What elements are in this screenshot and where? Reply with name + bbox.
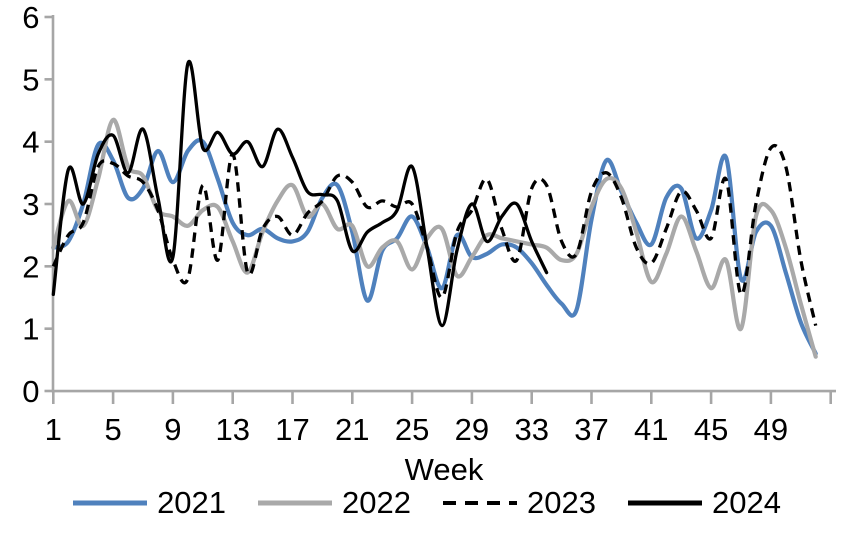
legend-swatch-2022-line	[258, 500, 333, 506]
y-tick-label: 2	[22, 249, 39, 284]
x-tick-label: 37	[574, 412, 608, 447]
legend-label-2022: 2022	[342, 485, 411, 520]
x-tick-label: 33	[514, 412, 548, 447]
x-tick-label: 45	[694, 412, 728, 447]
legend-swatch-2023-dashed-line	[443, 501, 517, 505]
y-tick-label: 6	[22, 0, 39, 35]
y-tick-label: 5	[22, 62, 39, 97]
x-tick-label: 49	[754, 412, 788, 447]
legend-item-2023: 2023	[441, 486, 596, 520]
x-tick-label: 17	[275, 412, 309, 447]
x-tick-label: 13	[215, 412, 249, 447]
series-line-2022	[51, 117, 818, 359]
y-tick-label: 1	[22, 312, 39, 347]
legend-item-2021: 2021	[71, 486, 226, 520]
series-line-2023	[51, 144, 818, 326]
y-tick-label: 0	[22, 374, 39, 409]
x-tick-label: 9	[164, 412, 181, 447]
legend-swatch-2024-line	[627, 500, 702, 506]
x-tick-label: 41	[634, 412, 668, 447]
legend-label-2024: 2024	[711, 485, 781, 520]
series-line-2024	[51, 59, 549, 328]
x-axis-title: Week	[405, 452, 484, 480]
x-tick-label: 21	[335, 412, 369, 447]
legend-item-2022: 2022	[256, 486, 411, 520]
x-tick-label: 25	[395, 412, 429, 447]
legend-item-2024: 2024	[626, 486, 781, 520]
legend-swatch-2021-line	[73, 500, 148, 506]
legend: 2021 2022 2023 2024	[0, 486, 852, 520]
y-tick-label: 4	[22, 125, 39, 160]
y-tick-label: 3	[22, 187, 39, 222]
legend-label-2021: 2021	[157, 485, 227, 520]
x-tick-label: 5	[104, 412, 121, 447]
legend-label-2023: 2023	[527, 485, 596, 520]
x-tick-label: 1	[45, 412, 62, 447]
x-tick-label: 29	[455, 412, 489, 447]
series-line-2021	[51, 138, 818, 356]
